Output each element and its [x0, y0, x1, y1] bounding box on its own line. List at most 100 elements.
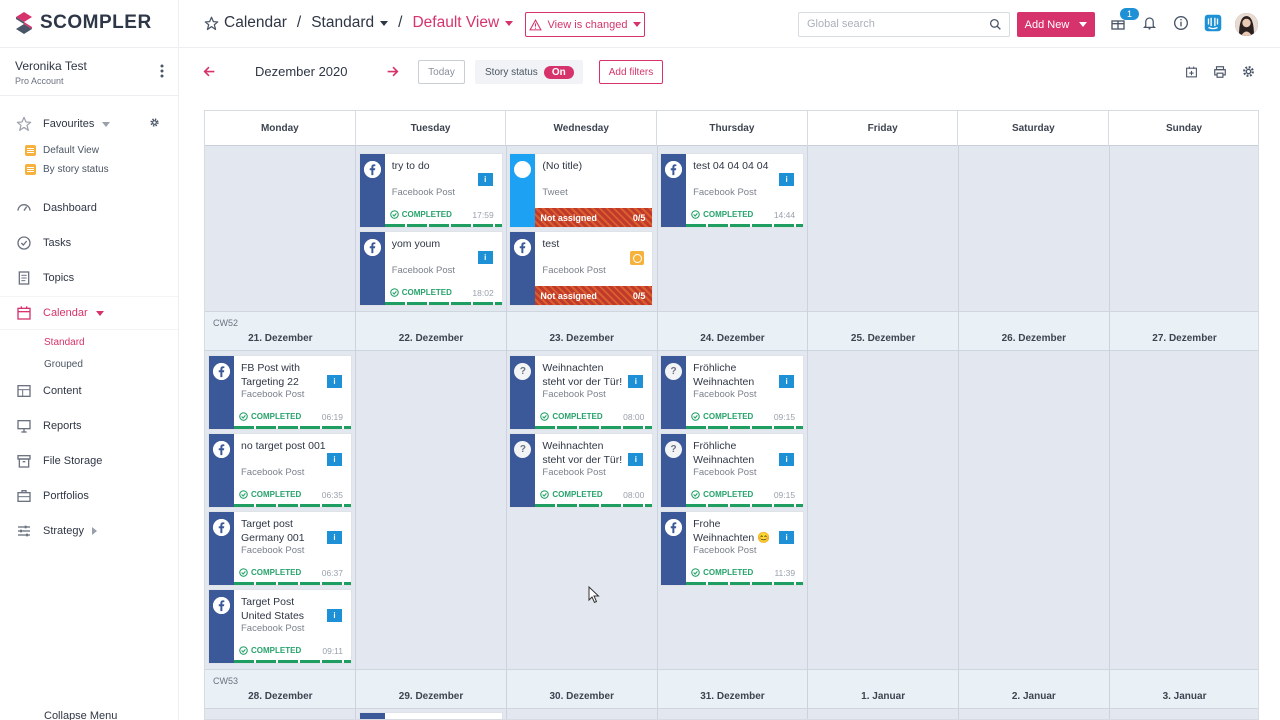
facebook-icon	[213, 441, 230, 458]
collapse-menu[interactable]: Collapse Menu	[16, 710, 117, 720]
favourites-section[interactable]: Favourites	[16, 116, 111, 132]
arrow-right-icon[interactable]	[386, 65, 399, 78]
info-badge-icon[interactable]: i	[327, 609, 342, 622]
day-date[interactable]: 22. Dezember	[398, 333, 464, 344]
search-input[interactable]: Global search	[798, 12, 1010, 37]
archive-icon	[17, 455, 31, 468]
settings-icon[interactable]	[1242, 65, 1255, 78]
calendar-card[interactable]: FB Post with Targeting 22 Facebook Post i C…	[209, 356, 351, 429]
print-icon[interactable]	[1213, 65, 1227, 79]
card-type: Facebook Post	[241, 389, 305, 400]
calendar-card[interactable]: ? Fröhliche Weihnachten Facebook Post i COMP…	[661, 356, 804, 429]
day-date[interactable]: 29. Dezember	[398, 691, 464, 702]
day-date[interactable]: 27. Dezember	[1152, 333, 1217, 344]
chevron-down-icon	[633, 22, 642, 27]
info-badge-icon[interactable]: i	[327, 453, 342, 466]
info-badge-icon[interactable]: i	[477, 173, 493, 186]
gift-icon[interactable]	[1110, 15, 1126, 31]
info-badge-icon[interactable]: i	[779, 531, 795, 544]
calendar-card[interactable]: ? Fröhliche Weihnachten Facebook Post i COMP…	[661, 434, 804, 507]
card-title: Weihnachten steht vor der Tür!	[542, 440, 623, 466]
info-badge-icon[interactable]: i	[779, 375, 795, 388]
info-badge-icon[interactable]: i	[779, 453, 795, 466]
day-date[interactable]: 28. Dezember	[248, 691, 313, 702]
view-changed-button[interactable]: View is changed	[525, 12, 645, 37]
day-date[interactable]: 23. Dezember	[549, 333, 614, 344]
crumb-view[interactable]: Default View	[412, 14, 500, 31]
info-badge-icon[interactable]: i	[628, 453, 644, 466]
day-date[interactable]: 2. Januar	[1011, 691, 1056, 702]
arrow-left-icon[interactable]	[203, 65, 216, 78]
day-date[interactable]: 21. Dezember	[248, 333, 313, 344]
calendar-card[interactable]: no target post 001 Facebook Post i COMPLETE…	[209, 434, 351, 507]
crumb-standard[interactable]: Standard	[311, 14, 375, 31]
info-badge-icon[interactable]: i	[327, 375, 342, 388]
sliders-icon	[18, 525, 30, 537]
calendar-card[interactable]: ? Weihnachten steht vor der Tür! Facebook …	[510, 356, 653, 429]
info-badge-icon[interactable]: i	[779, 173, 795, 186]
day-date[interactable]: 30. Dezember	[549, 691, 614, 702]
active-item-background	[0, 296, 178, 330]
sidebar-item-dashboard[interactable]: Dashboard	[16, 200, 97, 216]
day-date[interactable]: 26. Dezember	[1001, 333, 1067, 344]
sidebar-item-topics[interactable]: Topics	[16, 270, 74, 286]
account-type: Pro Account	[15, 76, 64, 86]
search-icon[interactable]	[989, 18, 1002, 31]
info-badge-icon[interactable]: i	[477, 251, 493, 264]
crumb-calendar[interactable]: Calendar	[224, 14, 287, 31]
calendar-card[interactable]: Target post Germany 001 Facebook Post i COM…	[209, 512, 351, 585]
favourite-default-view[interactable]: Default View	[25, 145, 99, 156]
calendar-card[interactable]: try to do Facebook Post i COMPLETED 17:59	[359, 154, 502, 227]
kebab-menu-icon[interactable]	[160, 64, 164, 78]
calendar-card[interactable]: test Facebook Post Not assigned 0/5	[510, 232, 653, 305]
calendar-card[interactable]: Frohe Weihnachten 😊 Facebook Post i COMPLET…	[661, 512, 804, 585]
smiley-icon[interactable]	[630, 251, 645, 265]
info-icon[interactable]	[1173, 15, 1189, 31]
star-icon[interactable]	[204, 16, 219, 31]
favourite-story-status[interactable]: By story status	[25, 164, 109, 175]
calendar-card-partial[interactable]	[360, 713, 502, 719]
info-badge-icon[interactable]: i	[628, 375, 644, 388]
card-time: 09:15	[773, 412, 796, 422]
sidebar-item-reports[interactable]: Reports	[16, 418, 82, 434]
calendar-card[interactable]: ? Weihnachten steht vor der Tür! Facebook …	[510, 434, 653, 507]
info-badge-icon[interactable]: i	[327, 531, 342, 544]
day-date[interactable]: 3. Januar	[1162, 691, 1207, 702]
sidebar-item-strategy[interactable]: Strategy	[16, 523, 97, 539]
gear-icon[interactable]	[149, 117, 160, 128]
calendar-card[interactable]: yom youm Facebook Post i COMPLETED 18:02	[359, 232, 502, 305]
sidebar-item-file-storage[interactable]: File Storage	[16, 453, 102, 469]
story-status-toggle[interactable]: Story status On	[475, 60, 583, 84]
network-badge	[213, 597, 230, 614]
logo[interactable]: SCOMPLER	[14, 11, 152, 35]
add-new-button[interactable]: Add New	[1017, 12, 1095, 37]
day-date[interactable]: 24. Dezember	[700, 333, 765, 344]
sidebar-item-calendar[interactable]: Calendar	[16, 305, 104, 321]
logo-icon	[16, 12, 32, 34]
card-title: Frohe Weihnachten 😊	[693, 518, 771, 544]
day-date[interactable]: 31. Dezember	[700, 691, 765, 702]
card-time: 09:11	[322, 646, 343, 656]
intercom-icon[interactable]	[1204, 14, 1222, 32]
day-date[interactable]: 1. Januar	[861, 691, 906, 702]
bell-icon[interactable]	[1142, 15, 1157, 31]
calendar-card[interactable]: test 04 04 04 04 Facebook Post i COMPLETED 1…	[661, 154, 804, 227]
today-button[interactable]: Today	[418, 60, 465, 84]
chevron-down-icon[interactable]	[505, 20, 514, 26]
user-info[interactable]: Veronika Test Pro Account	[15, 59, 87, 86]
add-filters-button[interactable]: Add filters	[599, 60, 663, 84]
story-status-switch[interactable]: On	[543, 65, 574, 79]
check-circle-icon	[691, 568, 700, 577]
sidebar-subitem-standard[interactable]: Standard	[44, 337, 85, 348]
day-date[interactable]: 25. Dezember	[850, 333, 916, 344]
chevron-down-icon[interactable]	[380, 20, 389, 26]
sidebar-subitem-grouped[interactable]: Grouped	[44, 359, 83, 370]
calendar-week-label: CW52	[213, 318, 239, 328]
calendar-add-icon[interactable]	[1185, 65, 1198, 79]
sidebar-item-content[interactable]: Content	[16, 383, 82, 399]
sidebar-item-portfolios[interactable]: Portfolios	[16, 488, 89, 504]
sidebar-item-tasks[interactable]: Tasks	[16, 235, 71, 251]
avatar[interactable]	[1235, 13, 1258, 36]
calendar-card[interactable]: (No title) Tweet Not assigned 0/5	[510, 154, 653, 227]
calendar-card[interactable]: Target Post United States Facebook Post i C…	[209, 590, 351, 663]
